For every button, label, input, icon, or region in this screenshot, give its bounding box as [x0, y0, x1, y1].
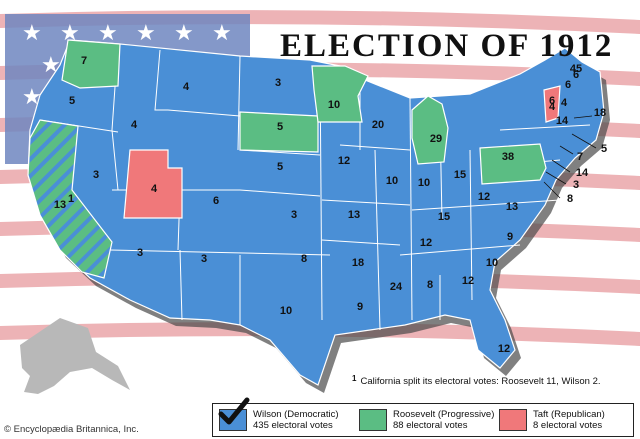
electoral-vote-label: 18: [594, 107, 606, 119]
alaska-silhouette: [20, 318, 130, 394]
electoral-vote-label: 10: [328, 99, 340, 111]
electoral-vote-label: 14: [576, 167, 589, 179]
credit-line: © Encyclopædia Britannica, Inc.: [4, 424, 139, 435]
electoral-vote-label: 3: [201, 253, 207, 265]
flag-star-icon: ★: [212, 21, 232, 46]
electoral-vote-label: 13: [506, 201, 518, 213]
electoral-vote-label: 7: [577, 151, 583, 163]
legend-swatch-taft: [499, 409, 527, 431]
electoral-vote-label: 12: [478, 191, 490, 203]
state-utah: [123, 149, 183, 219]
map-title: ELECTION OF 1912: [280, 28, 614, 64]
electoral-vote-label: 38: [502, 151, 514, 163]
electoral-vote-label: 8: [567, 193, 573, 205]
electoral-vote-label: 4: [183, 81, 190, 93]
electoral-vote-label: 3: [291, 209, 297, 221]
electoral-vote-label: 6: [213, 195, 219, 207]
state-washington: [61, 39, 121, 89]
electoral-vote-label: 10: [280, 305, 292, 317]
electoral-vote-label: 24: [390, 281, 403, 293]
electoral-vote-label: 6: [565, 79, 571, 91]
state-pennsylvania: [479, 143, 547, 185]
electoral-vote-label: 12: [338, 155, 350, 167]
electoral-vote-label: 15: [454, 169, 466, 181]
electoral-vote-label: 5: [277, 161, 283, 173]
flag-star-icon: ★: [22, 21, 42, 46]
legend-item-roosevelt: Roosevelt (Progressive) 88 electoral vot…: [353, 409, 495, 431]
electoral-vote-label: 12: [462, 275, 474, 287]
flag-star-icon: ★: [174, 21, 194, 46]
electoral-vote-label: 13: [54, 199, 66, 211]
electoral-vote-label: 7: [81, 55, 87, 67]
flag-star-icon: ★: [60, 21, 80, 46]
flag-star-icon: ★: [98, 21, 118, 46]
roosevelt-states: [27, 39, 547, 279]
checkmark-icon: [218, 397, 250, 425]
taft-states: [123, 85, 561, 219]
electoral-vote-label: 14: [556, 115, 569, 127]
flag-star-icon: ★: [136, 21, 156, 46]
electoral-vote-label: 3: [573, 179, 579, 191]
electoral-vote-label: 6: [573, 69, 579, 81]
electoral-vote-label: 5: [69, 95, 75, 107]
electoral-vote-label: 6: [549, 95, 555, 107]
state-south-dakota: [239, 111, 319, 153]
legend-label-roosevelt: Roosevelt (Progressive) 88 electoral vot…: [393, 409, 495, 431]
electoral-vote-label: 5: [601, 143, 607, 155]
callout-lines: [543, 115, 597, 199]
electoral-vote-label: 10: [386, 175, 398, 187]
electoral-vote-label: 4: [151, 183, 158, 195]
footnote-text: California split its electoral votes: Ro…: [360, 376, 601, 387]
electoral-vote-label: 4: [131, 119, 138, 131]
footnote: 1 California split its electoral votes: R…: [352, 374, 622, 388]
state-vermont: [543, 85, 561, 123]
electoral-vote-label: 13: [348, 209, 360, 221]
state-california: [27, 119, 113, 279]
legend-item-wilson: Wilson (Democratic) 435 electoral votes: [213, 397, 353, 431]
electoral-vote-label: 9: [357, 301, 363, 313]
electoral-vote-label: 12: [420, 237, 432, 249]
electoral-vote-label: 10: [418, 177, 430, 189]
state-michigan: [411, 95, 449, 165]
electoral-vote-label: 4: [549, 101, 556, 113]
state-minnesota: [311, 65, 369, 123]
legend-swatch-roosevelt: [359, 409, 387, 431]
us-land-base: [27, 39, 605, 386]
electoral-vote-label: 5: [277, 121, 283, 133]
electoral-vote-label: 8: [427, 279, 433, 291]
electoral-vote-label: 18: [352, 257, 364, 269]
electoral-vote-label: 10: [486, 257, 498, 269]
electoral-vote-label: 9: [507, 231, 513, 243]
electoral-vote-label: 8: [301, 253, 307, 265]
legend-item-taft: Taft (Republican) 8 electoral votes: [493, 409, 633, 431]
electoral-vote-label: 3: [137, 247, 143, 259]
electoral-vote-label: 4: [561, 97, 568, 109]
legend-label-wilson: Wilson (Democratic) 435 electoral votes: [253, 409, 339, 431]
legend: Wilson (Democratic) 435 electoral votes …: [212, 397, 634, 437]
electoral-vote-label: 3: [93, 169, 99, 181]
electoral-vote-label: 12: [498, 343, 510, 355]
legend-label-taft: Taft (Republican) 8 electoral votes: [533, 409, 605, 431]
footnote-marker: 1: [352, 374, 357, 383]
california-footnote-marker: 1: [68, 193, 74, 205]
electoral-vote-label: 29: [430, 133, 442, 145]
flag-star-icon: ★: [22, 85, 42, 110]
electoral-vote-label: 3: [275, 77, 281, 89]
electoral-vote-label: 20: [372, 119, 384, 131]
electoral-vote-label: 45: [570, 63, 582, 75]
legend-swatch-wilson: [218, 397, 250, 431]
electoral-vote-label: 15: [438, 211, 450, 223]
